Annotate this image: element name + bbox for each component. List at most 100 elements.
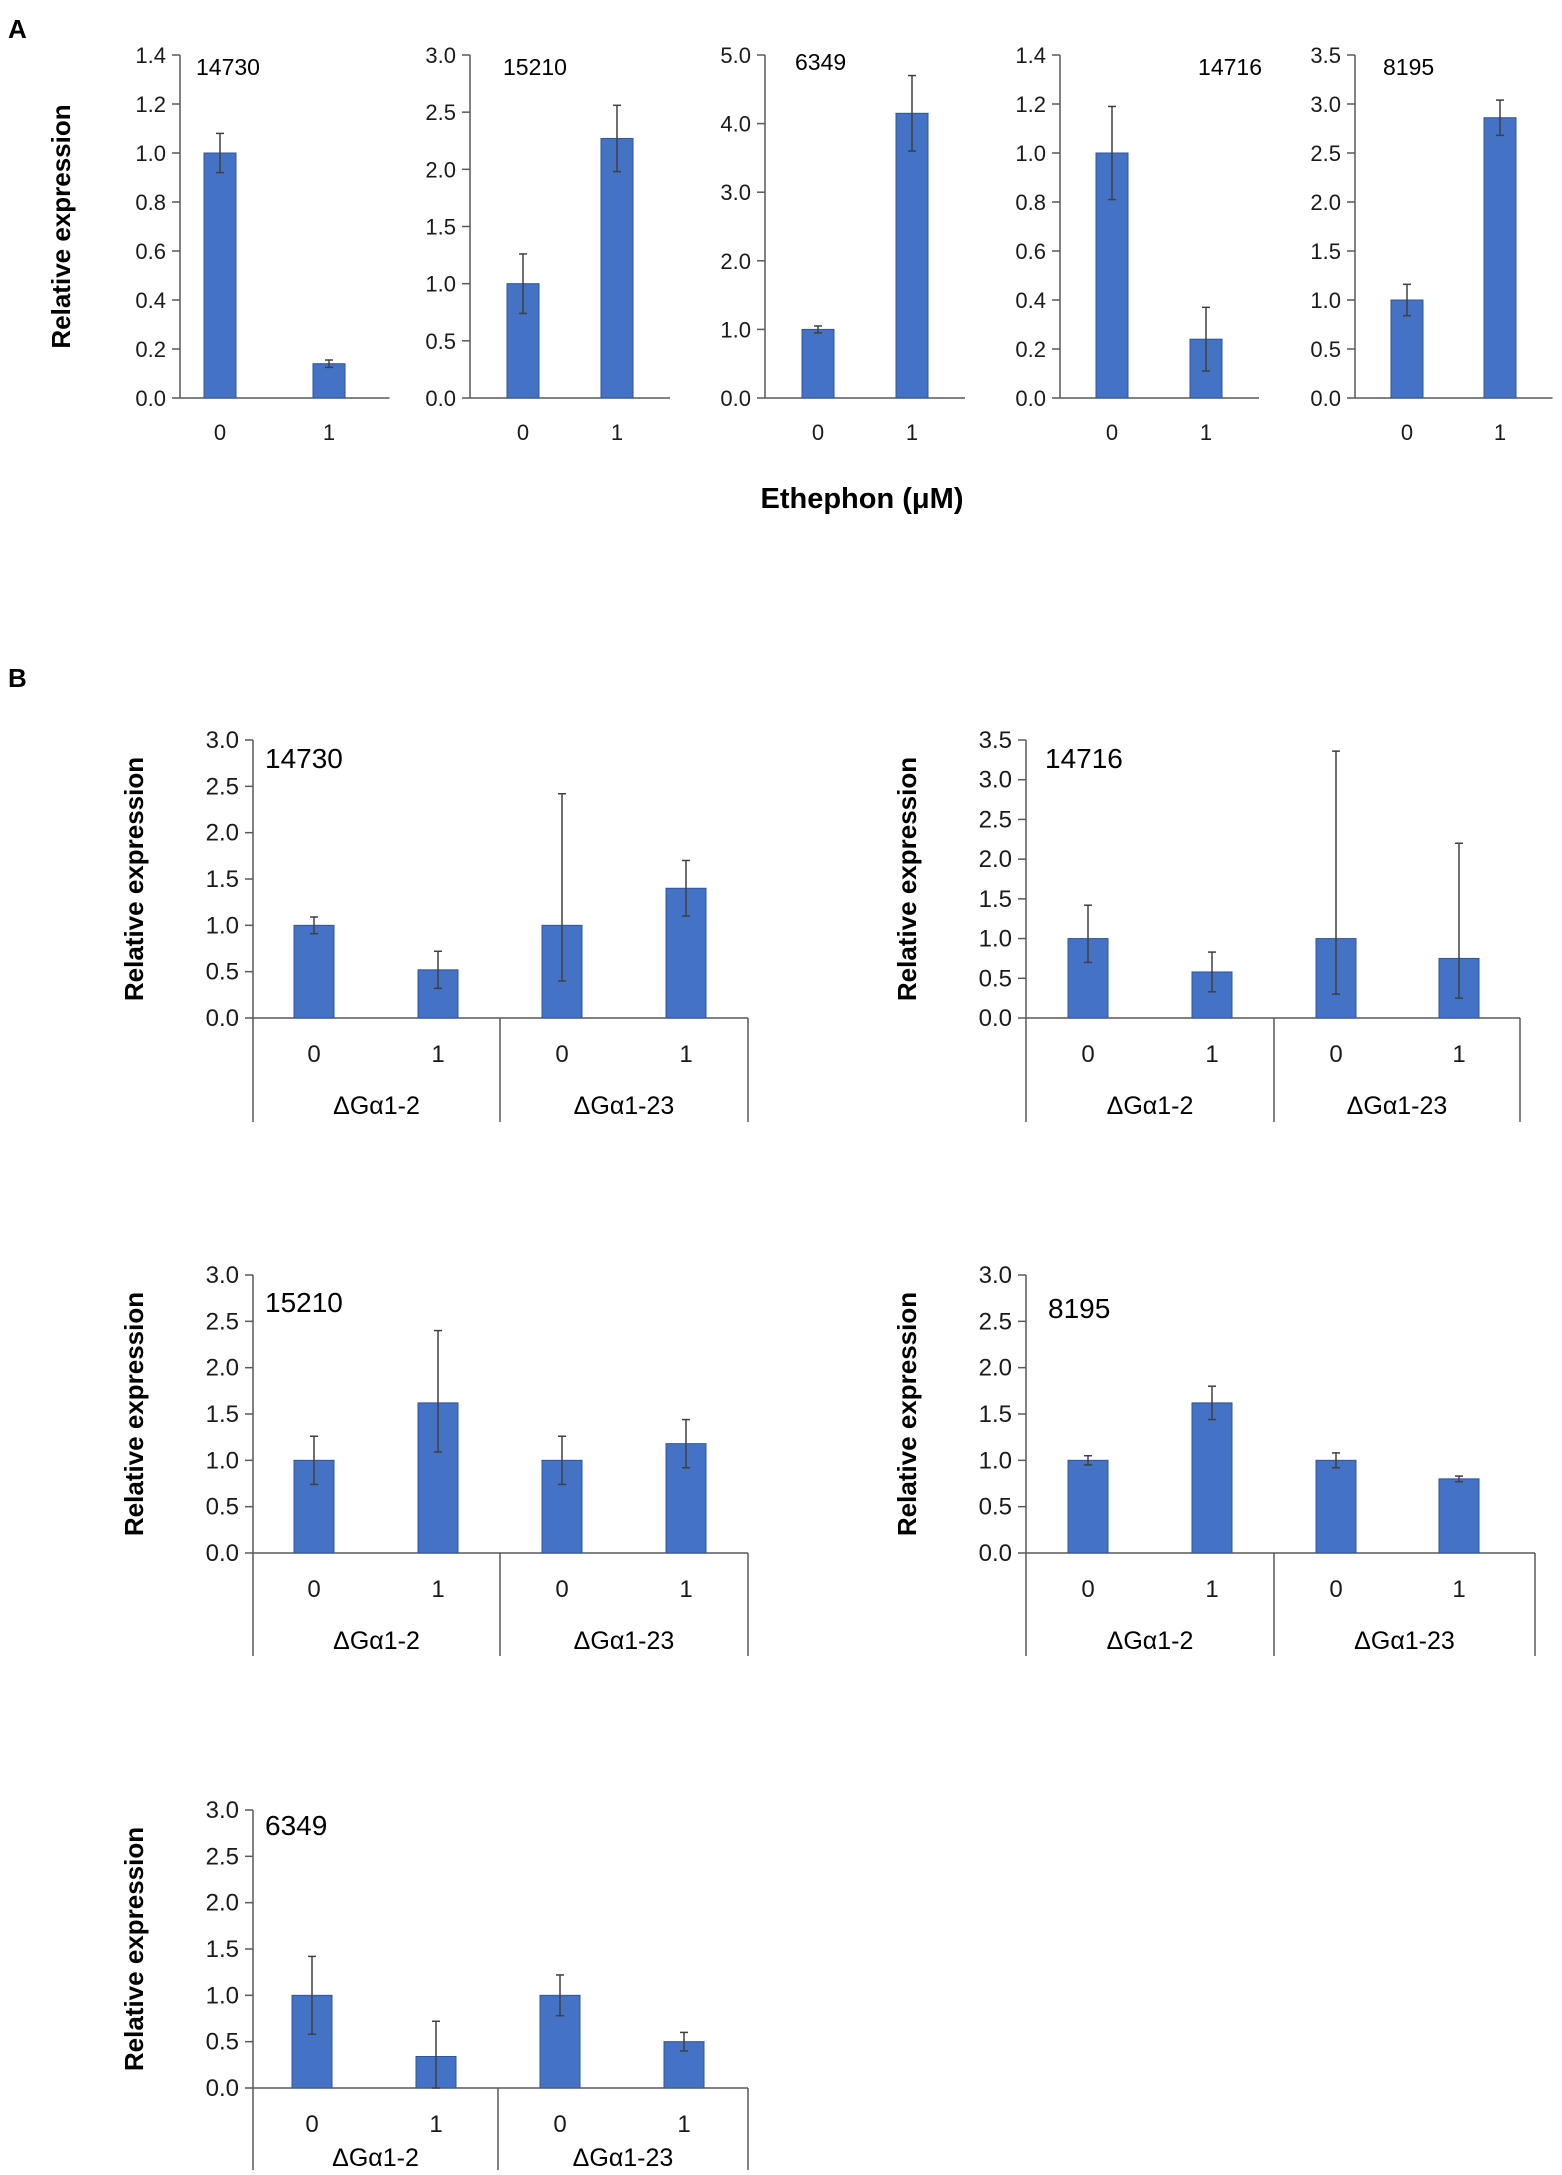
chart-b-8195: 0.0 0.5 1.0 1.5 2.0 2.5 3.0 0 1 0 1 8195 Relative ex… — [892, 1262, 1536, 1656]
y-tick-label: 3.0 — [425, 43, 456, 68]
chart-b-14730: 0.0 0.5 1.0 1.5 2.0 2.5 3.0 0 1 0 1 14730 Relative e… — [119, 727, 749, 1122]
x-tick-label: 1 — [1205, 1041, 1218, 1068]
y-tick-label: 0.0 — [206, 2075, 239, 2102]
gene-title: 15210 — [265, 1287, 343, 1318]
x-tick-label: 1 — [1494, 420, 1506, 445]
group-label: ΔGα1-23 — [1347, 1092, 1448, 1120]
y-tick-label: 0.5 — [206, 2029, 239, 2056]
chart-a-8195: 0.0 0.5 1.0 1.5 2.0 2.5 3.0 3.5 0 1 8195 — [1310, 43, 1553, 445]
y-axis-label: Relative expression — [119, 757, 149, 1001]
x-tick-label: 0 — [553, 2111, 566, 2138]
y-tick-label: 0.0 — [1015, 386, 1046, 411]
y-axis-label: Relative expression — [119, 1827, 149, 2071]
x-tick-label: 0 — [1106, 420, 1118, 445]
y-tick-label: 0.5 — [206, 1494, 239, 1521]
y-tick-label: 2.5 — [206, 773, 239, 800]
y-tick-label: 0.5 — [425, 329, 456, 354]
y-tick-label: 1.0 — [979, 1447, 1012, 1474]
x-tick-label: 0 — [812, 420, 824, 445]
y-tick-label: 3.0 — [206, 1262, 239, 1289]
charts-layer: 0.0 0.2 0.4 0.6 0.8 1.0 1.2 1.4 0 1 14730 Relative … — [46, 43, 1553, 2172]
gene-title: 15210 — [503, 54, 567, 80]
y-tick-label: 2.5 — [979, 1308, 1012, 1335]
bar — [1191, 1402, 1233, 1554]
bar — [801, 328, 835, 399]
x-tick-label: 1 — [677, 2111, 690, 2138]
y-axis-label: Relative expression — [892, 757, 922, 1001]
group-label: ΔGα1-2 — [1107, 1627, 1194, 1655]
x-tick-label: 0 — [305, 2111, 318, 2138]
x-tick-label: 1 — [906, 420, 918, 445]
y-tick-label: 1.0 — [979, 926, 1012, 953]
x-tick-label: 1 — [1452, 1041, 1465, 1068]
gene-title: 14716 — [1045, 743, 1123, 774]
group-label: ΔGα1-2 — [333, 1092, 420, 1120]
bar — [1067, 1459, 1109, 1554]
x-tick-label: 1 — [1452, 1576, 1465, 1603]
y-tick-label: 0.0 — [425, 386, 456, 411]
group-label: ΔGα1-23 — [574, 1627, 675, 1655]
y-tick-label: 2.5 — [206, 1308, 239, 1335]
gene-title: 8195 — [1383, 54, 1434, 80]
y-tick-label: 5.0 — [720, 43, 751, 68]
y-tick-label: 2.0 — [979, 846, 1012, 873]
y-tick-label: 1.5 — [979, 1401, 1012, 1428]
chart-a-14716: 0.0 0.2 0.4 0.6 0.8 1.0 1.2 1.4 0 1 14716 — [1015, 43, 1262, 445]
y-tick-label: 0.5 — [979, 1494, 1012, 1521]
y-tick-label: 3.0 — [979, 1262, 1012, 1289]
y-tick-label: 1.4 — [1015, 43, 1046, 68]
y-tick-label: 1.0 — [206, 912, 239, 939]
y-tick-label: 0.5 — [206, 959, 239, 986]
bar — [600, 137, 634, 399]
y-tick-label: 0.8 — [135, 190, 166, 215]
y-tick-label: 0.0 — [1310, 386, 1341, 411]
gene-title: 14716 — [1198, 54, 1262, 80]
chart-a-15210: 0.0 0.5 1.0 1.5 2.0 2.5 3.0 0 1 15210 — [425, 43, 670, 445]
y-tick-label: 0.5 — [1310, 337, 1341, 362]
gene-title: 14730 — [196, 54, 260, 80]
y-tick-label: 0.6 — [1015, 239, 1046, 264]
y-tick-label: 1.5 — [425, 215, 456, 240]
y-tick-label: 2.0 — [206, 1890, 239, 1917]
y-tick-label: 2.0 — [425, 157, 456, 182]
y-tick-label: 1.0 — [1015, 141, 1046, 166]
y-tick-label: 1.0 — [720, 317, 751, 342]
y-tick-label: 4.0 — [720, 112, 751, 137]
y-tick-label: 1.5 — [979, 886, 1012, 913]
y-tick-label: 1.0 — [425, 272, 456, 297]
x-tick-label: 0 — [517, 420, 529, 445]
y-tick-label: 0.4 — [1015, 288, 1046, 313]
y-tick-label: 0.6 — [135, 239, 166, 264]
x-tick-label: 0 — [307, 1576, 320, 1603]
x-tick-label: 1 — [679, 1576, 692, 1603]
y-tick-label: 0.0 — [206, 1540, 239, 1567]
group-label: ΔGα1-23 — [573, 2144, 674, 2172]
y-tick-label: 3.0 — [979, 767, 1012, 794]
chart-b-14716: 0.0 0.5 1.0 1.5 2.0 2.5 3.0 3.5 0 1 0 1 14716 Relativ… — [892, 727, 1521, 1122]
gene-title: 6349 — [795, 49, 846, 75]
bar — [203, 152, 237, 399]
bar — [312, 363, 346, 399]
x-tick-label: 1 — [1200, 420, 1212, 445]
panel-a-x-axis-label: Ethephon (μM) — [761, 483, 964, 515]
y-tick-label: 1.5 — [1310, 239, 1341, 264]
y-tick-label: 1.4 — [135, 43, 166, 68]
y-tick-label: 0.0 — [720, 386, 751, 411]
y-tick-label: 2.0 — [206, 820, 239, 847]
x-tick-label: 0 — [555, 1576, 568, 1603]
x-tick-label: 0 — [307, 1041, 320, 1068]
y-tick-label: 2.0 — [206, 1355, 239, 1382]
y-tick-label: 0.2 — [1015, 337, 1046, 362]
bar — [1315, 1459, 1357, 1554]
y-tick-label: 1.2 — [1015, 92, 1046, 117]
group-label: ΔGα1-2 — [333, 1627, 420, 1655]
y-tick-label: 2.5 — [1310, 141, 1341, 166]
bar — [1483, 117, 1517, 399]
group-label: ΔGα1-23 — [574, 1092, 675, 1120]
chart-b-15210: 0.0 0.5 1.0 1.5 2.0 2.5 3.0 0 1 0 1 15210 Relative e… — [119, 1262, 749, 1656]
y-tick-label: 0.5 — [979, 965, 1012, 992]
chart-a-14730: 0.0 0.2 0.4 0.6 0.8 1.0 1.2 1.4 0 1 14730 Relative … — [46, 43, 390, 445]
gene-title: 6349 — [265, 1810, 327, 1841]
y-tick-label: 1.2 — [135, 92, 166, 117]
y-tick-label: 2.0 — [1310, 190, 1341, 215]
